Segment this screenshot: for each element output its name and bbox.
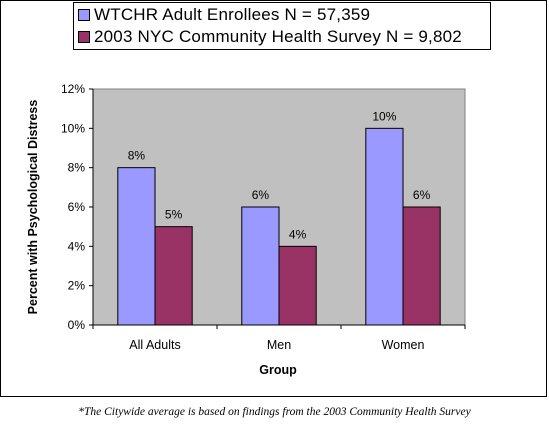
- data-label: 4%: [289, 227, 307, 241]
- bar: [154, 226, 193, 326]
- data-label: 10%: [372, 109, 396, 123]
- y-tick-label: 12%: [61, 82, 85, 96]
- legend-swatch-nyc-survey: [78, 31, 90, 43]
- bar: [402, 206, 441, 326]
- bar: [365, 127, 404, 326]
- y-axis-title: Percent with Psychological Distress: [26, 100, 40, 315]
- legend-label-nyc-survey: 2003 NYC Community Health Survey N = 9,8…: [94, 27, 462, 46]
- data-label: 8%: [128, 149, 146, 163]
- y-tick-label: 4%: [68, 239, 86, 253]
- y-tick-label: 0%: [68, 318, 86, 332]
- y-tick-label: 10%: [61, 121, 85, 135]
- bar: [117, 167, 156, 326]
- data-label: 6%: [413, 188, 431, 202]
- category-label: Women: [382, 338, 425, 352]
- y-tick-label: 6%: [68, 200, 86, 214]
- bar-chart: 0% 2% 4% 6% 8% 10% 12% 8% 5% All Adults 6% 4% Men 10%…: [26, 82, 466, 377]
- y-tick-label: 2%: [68, 279, 86, 293]
- legend: WTCHR Adult Enrollees N = 57,359 2003 NY…: [73, 2, 491, 50]
- category-label: All Adults: [129, 338, 180, 352]
- legend-label-wtchr: WTCHR Adult Enrollees N = 57,359: [94, 5, 371, 24]
- category-label: Men: [267, 338, 291, 352]
- legend-entry-wtchr: WTCHR Adult Enrollees N = 57,359: [78, 5, 370, 25]
- legend-swatch-wtchr: [78, 9, 90, 21]
- bar: [241, 206, 280, 326]
- legend-entry-nyc-survey: 2003 NYC Community Health Survey N = 9,8…: [78, 27, 462, 47]
- data-label: 6%: [252, 188, 270, 202]
- x-axis-title: Group: [259, 363, 297, 377]
- y-tick-label: 8%: [68, 161, 86, 175]
- bar: [278, 245, 317, 326]
- data-label: 5%: [165, 208, 183, 222]
- footnote: *The Citywide average is based on findin…: [78, 406, 471, 418]
